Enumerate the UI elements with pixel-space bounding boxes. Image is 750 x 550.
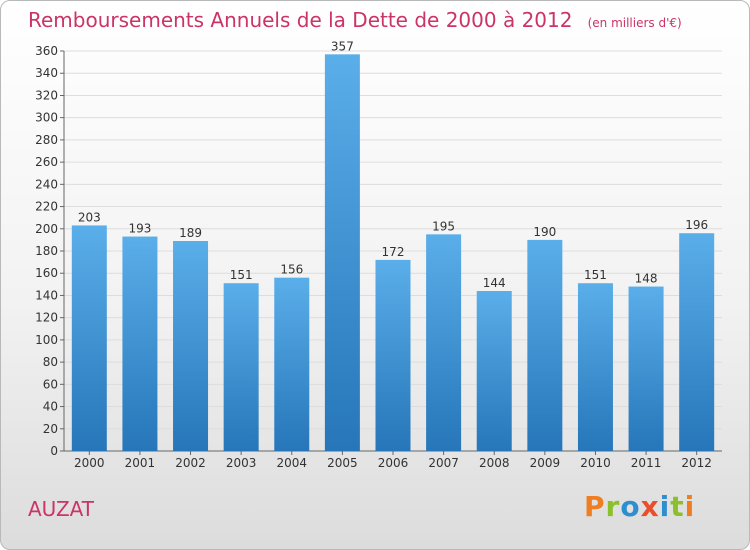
y-tick-label: 200: [35, 222, 58, 236]
x-tick-label: 2009: [530, 456, 561, 470]
data-label: 148: [635, 272, 658, 286]
x-tick-label: 2005: [327, 456, 358, 470]
bar: [122, 236, 158, 451]
bar: [375, 259, 411, 451]
bars: [71, 54, 715, 451]
data-label: 156: [280, 263, 303, 277]
bar: [426, 234, 462, 451]
bar: [679, 233, 715, 451]
y-tick-label: 280: [35, 133, 58, 147]
x-tick-label: 2011: [631, 456, 662, 470]
bar: [628, 286, 664, 451]
x-tick-label: 2012: [681, 456, 712, 470]
y-tick-label: 160: [35, 266, 58, 280]
y-tick-label: 220: [35, 200, 58, 214]
data-label: 203: [78, 210, 101, 224]
y-tick-label: 300: [35, 111, 58, 125]
y-tick-label: 40: [43, 400, 58, 414]
x-tick-label: 2006: [378, 456, 409, 470]
logo-letter: t: [670, 490, 685, 523]
bar: [173, 241, 209, 451]
y-tick-label: 240: [35, 177, 58, 191]
y-tick-label: 120: [35, 311, 58, 325]
x-tick-label: 2004: [276, 456, 307, 470]
y-tick-label: 140: [35, 288, 58, 302]
unit-label: (en milliers d'€): [587, 16, 682, 30]
labels: 0 20 40 60 80 100 120 140 160 180 200 220 240 260 280 3…: [35, 39, 712, 470]
logo-letter: r: [605, 490, 621, 523]
x-tick-label: 2002: [175, 456, 206, 470]
x-tick-label: 2000: [74, 456, 105, 470]
x-tick-label: 2010: [580, 456, 611, 470]
commune-name: AUZAT: [28, 497, 95, 521]
x-tick-label: 2008: [479, 456, 510, 470]
y-tick-label: 80: [43, 355, 58, 369]
x-tick-label: 2003: [226, 456, 257, 470]
logo-letter: x: [640, 490, 660, 523]
data-label: 151: [230, 268, 253, 282]
bar: [71, 225, 107, 451]
data-label: 172: [382, 245, 405, 259]
y-tick-label: 260: [35, 155, 58, 169]
bar: [476, 291, 512, 451]
logo-letter: i: [659, 490, 671, 523]
data-label: 189: [179, 226, 202, 240]
y-tick-label: 100: [35, 333, 58, 347]
y-tick-label: 0: [50, 444, 58, 458]
bar: [223, 283, 259, 451]
chart-title: Remboursements Annuels de la Dette de 20…: [28, 8, 682, 32]
x-tick-label: 2007: [428, 456, 459, 470]
title-text: Remboursements Annuels de la Dette de 20…: [28, 8, 573, 32]
bar: [324, 54, 360, 451]
x-tick-label: 2001: [125, 456, 156, 470]
y-tick-label: 60: [43, 377, 58, 391]
data-label: 144: [483, 276, 506, 290]
data-label: 196: [685, 218, 708, 232]
bar: [527, 239, 563, 451]
y-tick-label: 360: [35, 44, 58, 58]
logo-letter: o: [620, 490, 641, 523]
y-tick-label: 180: [35, 244, 58, 258]
proxiti-logo: Proxiti: [584, 490, 695, 523]
y-tick-label: 320: [35, 88, 58, 102]
bar: [577, 283, 613, 451]
y-tick-label: 20: [43, 422, 58, 436]
logo-letter: i: [684, 490, 696, 523]
logo-letter: P: [584, 490, 606, 523]
data-label: 357: [331, 39, 354, 53]
data-label: 190: [533, 225, 556, 239]
data-label: 195: [432, 219, 455, 233]
y-tick-label: 340: [35, 66, 58, 80]
data-label: 151: [584, 268, 607, 282]
data-label: 193: [128, 222, 151, 236]
bar: [274, 277, 310, 451]
